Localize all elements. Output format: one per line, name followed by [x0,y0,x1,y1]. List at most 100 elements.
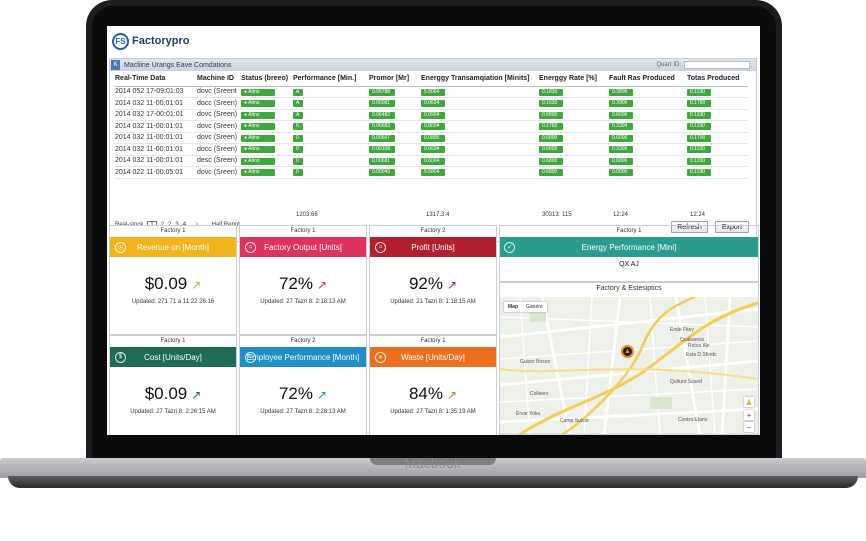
export-button[interactable]: Export [715,221,749,233]
value-badge: 0.06081 [369,100,395,108]
quick-id-input[interactable] [684,61,750,69]
value-badge: 0.6800 [539,111,563,119]
card-value-row: 72% ↗ [240,274,366,294]
status-dot-icon: ● [244,146,249,153]
table-cell: 0.1780 [687,97,748,110]
card-value: 84% [408,384,443,403]
map-place-label: Colleers [530,391,549,397]
zoom-out-button[interactable]: − [744,422,754,432]
column-header[interactable]: Real-Time Data [115,71,197,87]
value-badge: 0.1190 [687,169,711,177]
device-brand: Macbook [404,456,462,471]
card-value-row: $0.09 ↗ [110,274,236,294]
status-text: Atino [248,88,260,95]
table-cell: A [293,109,369,121]
value-badge: 0.00667 [369,134,395,142]
column-header[interactable]: Fault Ras Produced [609,71,687,87]
table-cell: A [293,97,369,110]
card-updated: Updated: 27 Tazri 8: 2:18:13 AM [260,299,346,305]
column-header[interactable]: Status (breeo) [241,71,293,87]
table-cell: 0 [293,155,369,167]
table-cell: 0.1760 [539,120,609,133]
column-header[interactable]: Machine ID [197,71,241,87]
table-cell: 0.0904 [421,109,539,121]
value-badge: 0.1830 [539,88,563,96]
status-text: Atino [248,146,260,153]
cell-text: 2014 032 11-00:01:01 [115,145,183,153]
energy-factory-title: Factory 1 [616,228,642,234]
factory-icon: ⌂ [375,241,386,253]
card-label: Factory Output [Units] [264,242,342,252]
panel-title: Macliine Urangs Eave Comdations [124,61,232,69]
kpi-card[interactable]: Factory 2 ⌂ Profit [Units] 92% ↗ Updated: 21 … [369,225,497,335]
value-badge: 5.8064 [421,88,445,96]
status-badge: ● Atino [241,169,275,177]
column-header[interactable]: Energgy Rate [%] [539,71,609,87]
card-value: $0.09 [144,384,188,403]
table-row[interactable]: 2014 022 11-00:05:01 dovc (Sreen) ● Atino 0… [115,166,748,179]
table-body: 2014 052 17-09:01:03 dovc (Sreent ● Atino A… [115,86,748,179]
zoom-in-button[interactable]: + [744,410,754,420]
energy-label: Energy Performance [Mini] [581,242,677,252]
table-cell: ● Atino [241,86,293,98]
card-label: Waste [Units/Day] [401,352,465,362]
kpi-card[interactable]: Factory 1 ✕ Waste [Units/Day] 84% ↗ Updated: … [369,335,497,435]
table-row[interactable]: 2014 052 17-09:01:03 dovc (Sreent ● Atino A… [115,86,748,98]
table-row[interactable]: 2014 032 11-00:01:01 dovc (Sreen) ● Atino 0… [115,120,748,133]
card-band: ◷ Revenue on [Month] [110,237,236,257]
status-dot-icon: ● [244,134,249,141]
table-cell: 0 [293,166,369,179]
table-cell: 0.00667 [369,132,421,144]
table-row[interactable]: 2014 032 17-00:01:01 dovc (Sreen) ● Atino A… [115,109,748,121]
map-place-label: Camp Sulcot [560,418,589,424]
value-badge: 0 [293,157,303,165]
card-factory-title: Factory 1 [160,228,186,234]
map-view[interactable]: Map Gaoére ▲ Guizer Bosoo Qulture Sosed … [500,297,758,434]
table-cell: 0.00681 [369,155,421,167]
check-icon: ✓ [504,241,515,253]
kpi-card[interactable]: Factory 1 $ Cost [Units/Day] $0.09 ↗ Updated:… [109,335,237,435]
column-header[interactable]: Totas Produced [687,71,748,87]
value-badge: 0.1190 [687,146,711,154]
card-factory-title: Factory 1 [290,228,316,234]
value-badge: 0.6004 [421,157,445,165]
card-band: ⌂ Factory Output [Units] [240,237,366,257]
pegman-icon[interactable]: ♟ [744,397,754,407]
table-cell: dovc (Sreent [197,86,241,98]
column-header[interactable]: Promor [Mr] [369,71,421,87]
table-cell: 0.3906 [609,97,687,110]
table-cell: 0.1190 [687,143,748,156]
card-updated: Updated: 27 Tazri 8: 2:28:13 AM [260,409,346,415]
status-badge: ● Atino [241,146,275,154]
column-header[interactable]: Performance [Min.] [293,71,369,87]
factory-marker-icon[interactable]: ▲ [621,345,634,358]
value-badge: 0.06482 [369,111,395,119]
kpi-card[interactable]: Factory 1 ◷ Revenue on [Month] $0.09 ↗ Update… [109,225,237,335]
table-cell: 5.8064 [421,86,539,98]
energy-band: ✓ Energy Performance [Mini] [500,237,758,257]
table-row[interactable]: 2014 032 11-00:01:01 desc (Sreen) ● Atino 0… [115,155,748,167]
value-badge: 0.6800 [539,157,563,165]
status-badge: ● Atino [241,111,275,119]
kpi-card[interactable]: Factory 1 ⌂ Factory Output [Units] 72% ↗ Upda… [239,225,367,335]
table-cell: 0.06081 [369,97,421,110]
table-row[interactable]: 2014 032 11-00:01:01 dovc (Sreen) ● Atino 0… [115,132,748,144]
status-badge: ● Atino [241,100,275,108]
card-label: Profit [Units] [411,242,455,252]
total-produced: 12:24 [690,212,706,218]
refresh-button[interactable]: Refresh [671,221,708,233]
satellite-tab[interactable]: Gaoére [526,304,543,310]
table-cell: 0.6004 [421,155,539,167]
logo-icon: FS [112,32,129,50]
cell-text: desc (Sreen) [197,157,238,165]
column-header[interactable]: Energgy Transamqiation [Minits] [421,71,539,87]
card-factory-title: Factory 1 [420,338,446,344]
value-badge: 0.3306 [609,146,633,154]
table-row[interactable]: 2014 032 11-00:01:01 docc (Sreen) ● Atino A… [115,97,748,110]
kpi-card[interactable]: Factory 2 ☺ Employee Performance [Month] 72… [239,335,367,435]
map-tab[interactable]: Map [508,304,518,310]
table-row[interactable]: 2014 032 11-00:01:01 docc (Sreen) ● Atino 0… [115,143,748,156]
table-cell: ● Atino [241,97,293,110]
status-dot-icon: ● [244,157,249,164]
panel-collapse-icon[interactable]: K [111,60,120,70]
